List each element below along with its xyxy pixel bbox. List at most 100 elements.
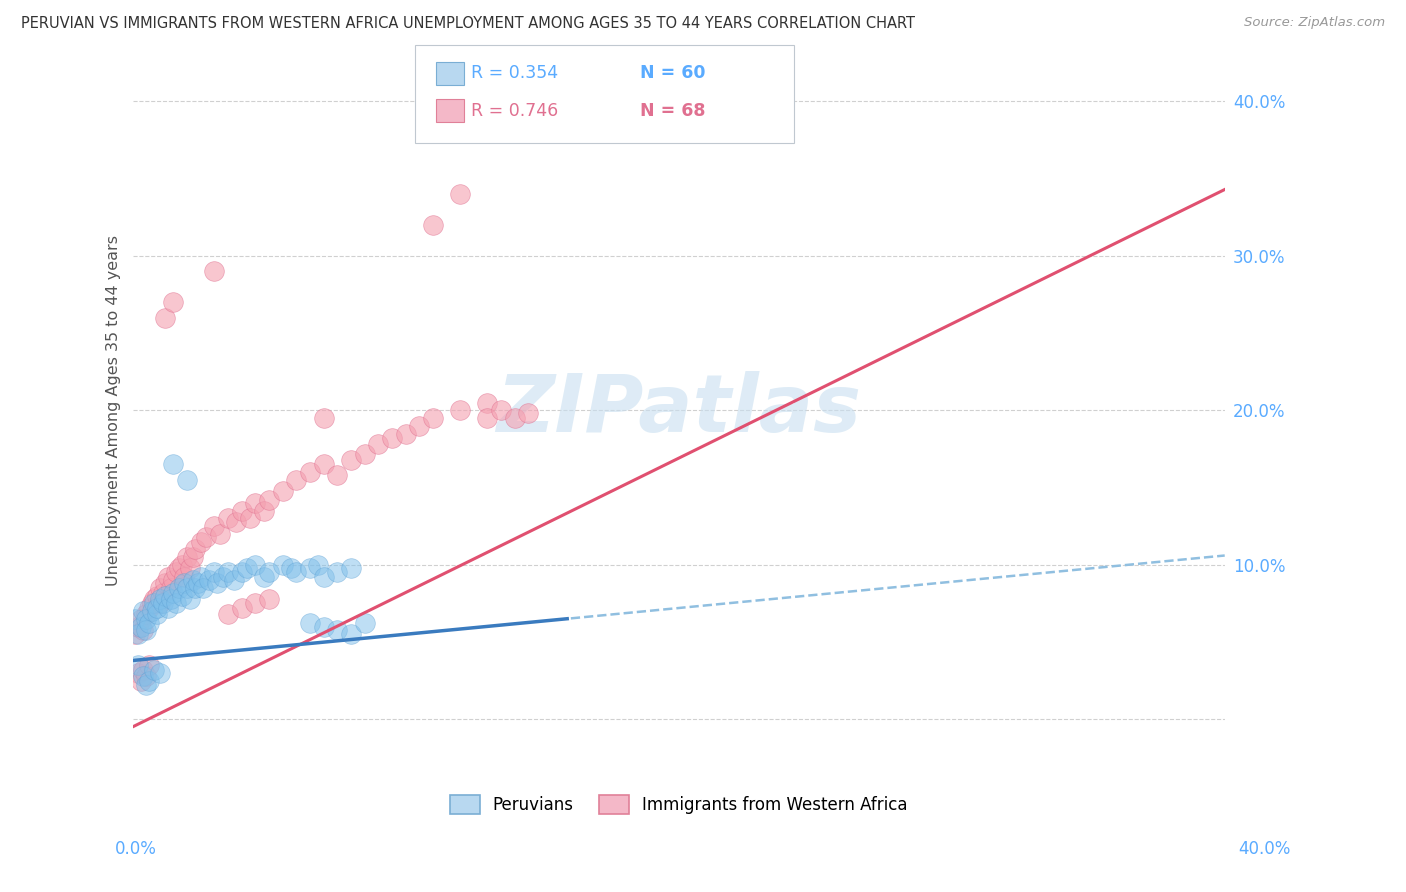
Point	[298, 561, 321, 575]
Point	[138, 658, 160, 673]
Point	[257, 566, 280, 580]
Point	[176, 473, 198, 487]
Point	[127, 665, 149, 680]
Point	[184, 542, 207, 557]
Point	[340, 627, 363, 641]
Point	[190, 534, 212, 549]
Point	[217, 607, 239, 622]
Point	[135, 669, 157, 683]
Point	[170, 589, 193, 603]
Point	[162, 585, 184, 599]
Point	[156, 601, 179, 615]
Point	[167, 561, 190, 575]
Point	[132, 623, 155, 637]
Point	[239, 511, 262, 525]
Point	[162, 295, 184, 310]
Point	[204, 566, 226, 580]
Point	[156, 570, 179, 584]
Point	[367, 437, 389, 451]
Point	[181, 573, 204, 587]
Point	[127, 619, 149, 633]
Point	[477, 411, 499, 425]
Point	[245, 558, 267, 572]
Point	[135, 612, 157, 626]
Point	[236, 561, 259, 575]
Point	[252, 504, 274, 518]
Point	[340, 561, 363, 575]
Point	[449, 187, 471, 202]
Point	[394, 426, 416, 441]
Point	[231, 566, 253, 580]
Point	[449, 403, 471, 417]
Point	[141, 604, 163, 618]
Point	[489, 403, 512, 417]
Point	[285, 473, 308, 487]
Point	[176, 549, 198, 564]
Point	[285, 566, 308, 580]
Point	[245, 496, 267, 510]
Point	[143, 591, 166, 606]
Point	[149, 665, 172, 680]
Point	[298, 616, 321, 631]
Point	[340, 452, 363, 467]
Point	[132, 663, 155, 677]
Point	[149, 591, 172, 606]
Point	[312, 570, 335, 584]
Point	[181, 549, 204, 564]
Point	[138, 673, 160, 688]
Point	[129, 673, 152, 688]
Point	[190, 570, 212, 584]
Point	[198, 573, 221, 587]
Point	[138, 601, 160, 615]
Point	[162, 458, 184, 472]
Point	[149, 596, 172, 610]
Point	[173, 576, 195, 591]
Point	[155, 589, 177, 603]
Text: 0.0%: 0.0%	[115, 840, 157, 858]
Point	[165, 566, 187, 580]
Point	[149, 581, 172, 595]
Point	[217, 511, 239, 525]
Point	[231, 601, 253, 615]
Point	[187, 576, 209, 591]
Point	[129, 612, 152, 626]
Point	[167, 581, 190, 595]
Text: Source: ZipAtlas.com: Source: ZipAtlas.com	[1244, 16, 1385, 29]
Point	[353, 446, 375, 460]
Point	[271, 558, 294, 572]
Point	[155, 310, 177, 325]
Point	[245, 596, 267, 610]
Point	[307, 558, 329, 572]
Point	[159, 591, 181, 606]
Point	[146, 589, 169, 603]
Point	[179, 561, 201, 575]
Point	[312, 619, 335, 633]
Point	[326, 566, 349, 580]
Point	[170, 558, 193, 572]
Point	[225, 515, 247, 529]
Point	[124, 612, 146, 626]
Point	[135, 623, 157, 637]
Point	[257, 591, 280, 606]
Point	[211, 570, 233, 584]
Point	[143, 596, 166, 610]
Point	[184, 581, 207, 595]
Point	[129, 619, 152, 633]
Legend: Peruvians, Immigrants from Western Africa: Peruvians, Immigrants from Western Afric…	[443, 789, 914, 822]
Point	[231, 504, 253, 518]
Point	[143, 663, 166, 677]
Point	[193, 581, 215, 595]
Point	[132, 669, 155, 683]
Point	[146, 601, 169, 615]
Point	[159, 581, 181, 595]
Point	[204, 519, 226, 533]
Point	[141, 596, 163, 610]
Point	[127, 658, 149, 673]
Point	[162, 573, 184, 587]
Text: ZIPatlas: ZIPatlas	[496, 371, 860, 450]
Point	[165, 596, 187, 610]
Point	[312, 411, 335, 425]
Point	[132, 604, 155, 618]
Point	[179, 591, 201, 606]
Point	[280, 561, 302, 575]
